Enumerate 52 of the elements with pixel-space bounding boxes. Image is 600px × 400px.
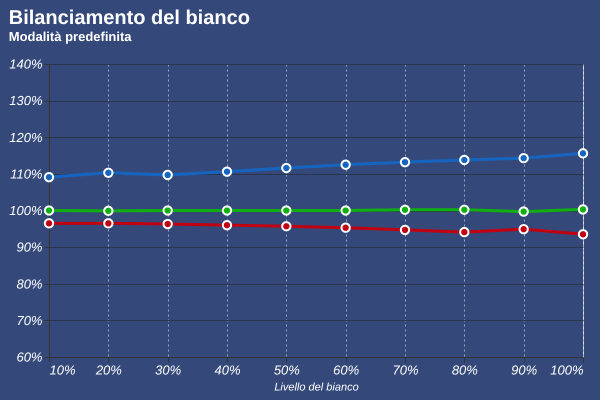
x-tick-label: 70% bbox=[392, 362, 419, 378]
x-tick-label: 100% bbox=[550, 362, 584, 378]
point bbox=[44, 218, 54, 228]
x-tick-label: 60% bbox=[333, 362, 360, 378]
x-axis-title: Livello del bianco bbox=[274, 382, 359, 394]
point bbox=[44, 205, 54, 216]
point bbox=[103, 168, 114, 178]
point bbox=[103, 218, 114, 228]
point bbox=[162, 218, 173, 230]
y-tick-label: 90% bbox=[16, 240, 42, 255]
x-tick-label: 40% bbox=[214, 362, 241, 378]
chart-subtitle: Modalità predefinita bbox=[8, 29, 132, 44]
y-tick-label: 110% bbox=[10, 166, 42, 182]
point bbox=[162, 205, 173, 216]
chart-title: Bilanciamento del bianco bbox=[8, 7, 250, 29]
x-tick-label: 80% bbox=[452, 362, 478, 378]
point bbox=[459, 204, 470, 215]
point bbox=[518, 206, 529, 217]
point bbox=[222, 205, 232, 216]
y-tick-label: 80% bbox=[16, 276, 42, 292]
point bbox=[578, 204, 588, 215]
point bbox=[400, 204, 410, 215]
y-tick-label: 120% bbox=[9, 130, 42, 145]
y-tick-label: 130% bbox=[9, 93, 42, 108]
point bbox=[578, 229, 588, 240]
x-tick-label: 30% bbox=[155, 362, 182, 378]
point bbox=[578, 148, 588, 159]
point bbox=[340, 160, 351, 170]
point bbox=[103, 206, 114, 216]
point bbox=[518, 224, 529, 234]
point bbox=[281, 221, 292, 232]
y-tick-label: 100% bbox=[9, 203, 42, 218]
point bbox=[281, 162, 292, 174]
point bbox=[281, 205, 292, 216]
x-tick-label: 10% bbox=[50, 362, 76, 378]
point bbox=[340, 222, 351, 233]
point bbox=[518, 152, 529, 164]
point bbox=[222, 166, 232, 177]
point bbox=[459, 154, 470, 166]
x-tick-label: 20% bbox=[94, 362, 122, 378]
x-tick-label: 50% bbox=[274, 362, 300, 378]
point bbox=[340, 205, 351, 216]
point bbox=[44, 172, 54, 182]
point bbox=[162, 170, 173, 180]
y-tick-label: 140% bbox=[9, 56, 42, 72]
point bbox=[400, 156, 410, 168]
point bbox=[459, 226, 470, 238]
x-tick-label: 90% bbox=[511, 362, 538, 378]
point bbox=[400, 224, 410, 236]
point bbox=[222, 220, 232, 230]
y-tick-label: 70% bbox=[16, 312, 42, 328]
y-tick-label: 60% bbox=[16, 350, 42, 364]
